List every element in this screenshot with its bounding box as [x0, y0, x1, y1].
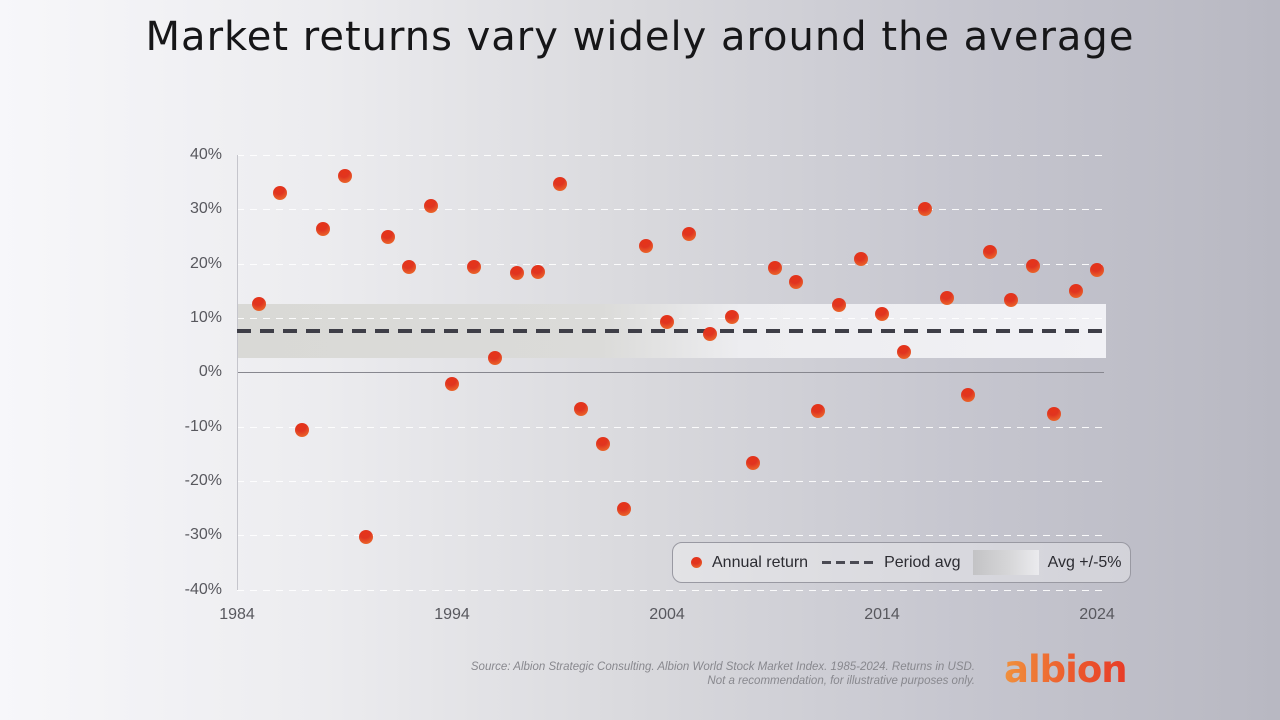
- data-point: [531, 265, 545, 280]
- data-point: [810, 403, 825, 418]
- chart-title: Market returns vary widely around the av…: [145, 14, 1135, 60]
- data-point: [982, 245, 997, 260]
- period-avg-line: [237, 328, 1106, 333]
- gridline: [237, 535, 1104, 537]
- data-point: [681, 226, 696, 241]
- data-point: [767, 260, 782, 275]
- data-point: [359, 529, 373, 544]
- data-point: [316, 221, 330, 236]
- y-axis-tick-label: 20%: [189, 254, 222, 272]
- y-axis-tick-label: 10%: [189, 308, 222, 326]
- data-point: [402, 259, 416, 274]
- data-point: [1004, 293, 1018, 307]
- data-point: [1025, 259, 1040, 274]
- avg-band-swatch-icon: [972, 550, 1039, 575]
- data-point: [380, 230, 395, 244]
- data-point: [789, 275, 803, 290]
- gridline: [237, 263, 1104, 265]
- legend-period-avg-label: Period avg: [884, 553, 961, 571]
- data-point: [1090, 263, 1104, 278]
- gridline: [237, 209, 1104, 211]
- data-point: [638, 238, 653, 253]
- x-axis-tick-label: 1994: [434, 605, 470, 623]
- data-point: [832, 298, 846, 313]
- data-point: [853, 252, 868, 267]
- y-axis-tick-label: 40%: [189, 146, 222, 163]
- source-note: Source: Albion Strategic Consulting. Alb…: [471, 660, 975, 688]
- data-point: [509, 265, 524, 280]
- y-axis-tick-label: -10%: [184, 417, 222, 435]
- data-point: [961, 387, 975, 402]
- data-point: [273, 186, 287, 201]
- data-point: [595, 437, 610, 452]
- x-axis-tick-label: 2014: [864, 605, 900, 623]
- source-line-2: Not a recommendation, for illustrative p…: [707, 675, 975, 687]
- y-axis-tick-label: -40%: [184, 580, 222, 598]
- data-point: [1068, 283, 1083, 298]
- data-point: [337, 168, 352, 183]
- albion-logo: albion: [1004, 648, 1128, 691]
- data-point: [466, 259, 481, 274]
- data-point: [660, 315, 674, 330]
- x-axis-tick-label: 1984: [219, 605, 255, 623]
- gridline: [237, 480, 1104, 482]
- data-point: [896, 344, 911, 359]
- data-point: [488, 350, 502, 365]
- gridline: [237, 426, 1104, 428]
- data-point: [939, 291, 954, 306]
- x-axis-tick-label: 2024: [1079, 605, 1115, 623]
- period-avg-line-icon: [822, 561, 876, 564]
- data-point: [1047, 407, 1061, 422]
- y-axis-tick-label: -20%: [184, 471, 222, 489]
- data-point: [574, 402, 588, 417]
- data-point: [294, 423, 309, 438]
- gridline: [237, 155, 1104, 156]
- data-point: [724, 309, 739, 324]
- source-line-1: Source: Albion Strategic Consulting. Alb…: [470, 661, 975, 673]
- gridline: [237, 589, 1104, 591]
- data-point: [746, 455, 760, 470]
- legend-annual-return-label: Annual return: [712, 553, 809, 571]
- data-point: [251, 297, 266, 312]
- legend-band-label: Avg +/-5%: [1047, 553, 1122, 571]
- y-axis-line: [237, 155, 238, 590]
- y-axis-tick-label: -30%: [184, 526, 222, 544]
- data-point: [703, 326, 717, 341]
- data-point: [918, 202, 932, 217]
- zero-gridline: [237, 372, 1104, 374]
- y-axis-tick-label: 0%: [198, 363, 222, 381]
- data-point: [552, 176, 567, 191]
- data-point: [875, 306, 889, 321]
- y-axis-tick-label: 30%: [189, 200, 222, 218]
- data-point: [445, 376, 459, 391]
- data-point: [423, 198, 438, 213]
- data-point: [617, 502, 631, 517]
- x-axis-tick-label: 2004: [649, 605, 685, 623]
- chart-legend: Annual return Period avg Avg +/-5%: [672, 542, 1131, 583]
- annual-return-marker-icon: [691, 557, 702, 568]
